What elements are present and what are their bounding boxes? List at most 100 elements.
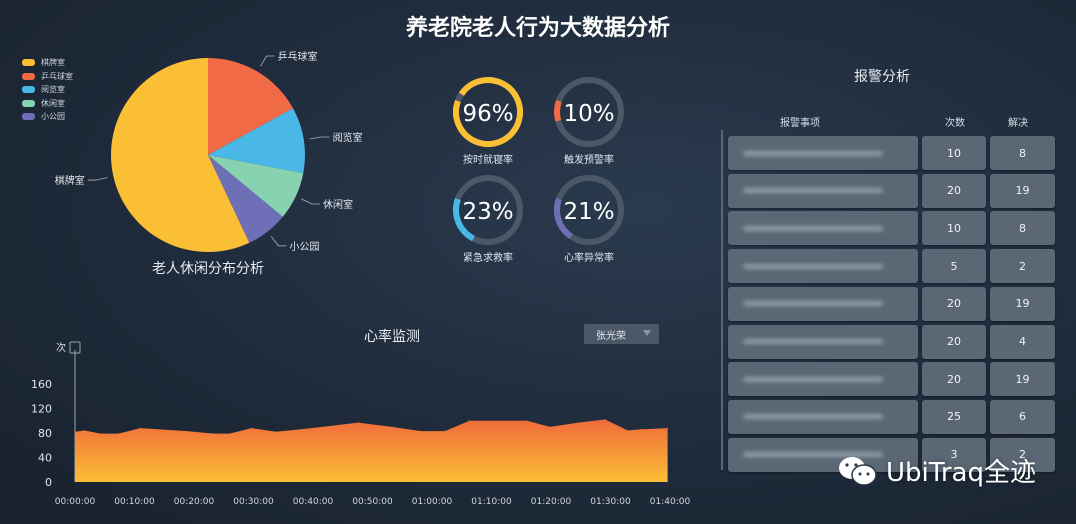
- gauge: 96%: [453, 77, 523, 147]
- pie-slice[interactable]: [110, 58, 250, 252]
- heart-rate-title: 心率监测: [364, 329, 420, 345]
- data-point: [311, 427, 313, 429]
- data-point: [186, 430, 188, 432]
- resolved-cell: 8: [990, 211, 1055, 246]
- y-axis-handle[interactable]: [69, 341, 81, 354]
- legend-swatch: [22, 113, 35, 121]
- data-point: [604, 419, 606, 421]
- person-select-value: 张光荣: [596, 330, 626, 342]
- alarm-title: 报警分析: [854, 69, 910, 85]
- redacted-text: [743, 452, 883, 458]
- alarm-item-cell: [728, 324, 918, 359]
- redacted-text: [743, 263, 883, 269]
- count-cell: 20: [922, 173, 986, 208]
- redacted-text: [743, 414, 883, 420]
- gauge-label: 按时就寝率: [463, 155, 513, 166]
- count-cell: 3: [922, 437, 986, 472]
- alarm-item-cell: [728, 211, 918, 246]
- wechat-icon: [839, 456, 877, 486]
- gauge: 23%: [453, 174, 523, 245]
- data-point: [640, 428, 642, 430]
- data-point: [275, 431, 277, 433]
- count-cell: 10: [922, 211, 986, 246]
- x-tick-label: 01:30:00: [590, 497, 631, 507]
- gauge-fill: [554, 174, 624, 245]
- gauge-value: 96%: [462, 101, 513, 127]
- gauge-fill: [554, 77, 624, 147]
- legend-item[interactable]: 乒乓球室: [22, 70, 73, 84]
- header-resolved: 解决: [1008, 118, 1028, 129]
- x-tick-label: 00:00:00: [55, 497, 96, 507]
- y-tick-label: 120: [31, 403, 52, 416]
- pie-title: 老人休闲分布分析: [152, 261, 264, 277]
- pie-slice[interactable]: [208, 155, 283, 243]
- data-point: [117, 433, 119, 435]
- alarm-item-cell: [728, 286, 918, 321]
- resolved-cell: 19: [990, 286, 1055, 321]
- person-select[interactable]: 张光荣: [584, 324, 659, 344]
- pie-slice[interactable]: [208, 155, 304, 217]
- slice-label-line: [270, 236, 287, 247]
- data-point: [84, 430, 86, 432]
- data-point: [251, 427, 253, 429]
- pie-slice[interactable]: [208, 108, 305, 174]
- legend-item[interactable]: 棋牌室: [22, 56, 73, 70]
- resolved-cell: 6: [990, 399, 1055, 434]
- data-point: [549, 426, 551, 428]
- data-point: [357, 422, 359, 424]
- watermark-text: UbiTraq全迹: [886, 458, 1036, 488]
- alarm-item-cell: [728, 173, 918, 208]
- x-tick-label: 00:30:00: [233, 497, 274, 507]
- slice-label: 乒乓球室: [278, 50, 318, 63]
- legend-item[interactable]: 休闲室: [22, 97, 73, 111]
- alarm-item-cell: [728, 249, 918, 284]
- data-point: [526, 420, 528, 422]
- page-title: 养老院老人行为大数据分析: [405, 16, 670, 41]
- data-point: [139, 427, 141, 429]
- y-tick-label: 80: [38, 427, 52, 440]
- y-tick-label: 40: [38, 452, 52, 465]
- alarm-item-cell: [728, 399, 918, 434]
- legend-item[interactable]: 小公园: [22, 110, 73, 124]
- redacted-text: [743, 301, 883, 307]
- slice-label: 小公园: [289, 241, 319, 253]
- redacted-text: [743, 188, 883, 194]
- legend-label: 休闲室: [41, 98, 65, 108]
- x-tick-label: 01:10:00: [471, 497, 512, 507]
- alarm-item-cell: [728, 136, 918, 170]
- divider: [721, 130, 723, 470]
- legend-swatch: [22, 86, 35, 94]
- gauge-value: 10%: [563, 101, 614, 127]
- watermark: UbiTraq全迹: [836, 452, 1036, 489]
- redacted-text: [743, 150, 883, 156]
- x-tick-label: 01:00:00: [412, 497, 453, 507]
- data-point: [667, 427, 669, 429]
- pie-slice[interactable]: [208, 58, 294, 155]
- alarm-item-cell: [728, 362, 918, 397]
- redacted-text: [743, 376, 883, 382]
- legend-swatch: [22, 99, 35, 107]
- x-tick-label: 01:40:00: [650, 497, 691, 507]
- slice-label: 阅览室: [333, 131, 363, 144]
- redacted-text: [743, 225, 883, 231]
- data-point: [444, 430, 446, 432]
- data-point: [213, 433, 215, 435]
- y-tick-label: 160: [31, 378, 52, 391]
- x-tick-label: 00:20:00: [174, 497, 215, 507]
- resolved-cell: 19: [990, 362, 1055, 397]
- alarm-item-cell: [728, 437, 918, 472]
- legend-label: 阅览室: [41, 85, 65, 95]
- resolved-cell: 8: [990, 136, 1055, 170]
- legend-swatch: [22, 59, 35, 67]
- data-point: [391, 426, 393, 428]
- gauge-fill: [453, 77, 523, 147]
- gauge: 10%: [554, 77, 624, 147]
- data-point: [577, 422, 579, 424]
- count-cell: 25: [922, 399, 986, 434]
- slice-label-line: [87, 177, 108, 181]
- gauge-label: 触发预警率: [564, 155, 614, 166]
- count-cell: 20: [922, 286, 986, 321]
- legend-item[interactable]: 阅览室: [22, 83, 73, 97]
- heart-rate-chart: 次 0 40 80 120 160 00:00:00 00:10:00 00:20:00 00:3…: [31, 341, 691, 507]
- slice-label-line: [309, 136, 330, 140]
